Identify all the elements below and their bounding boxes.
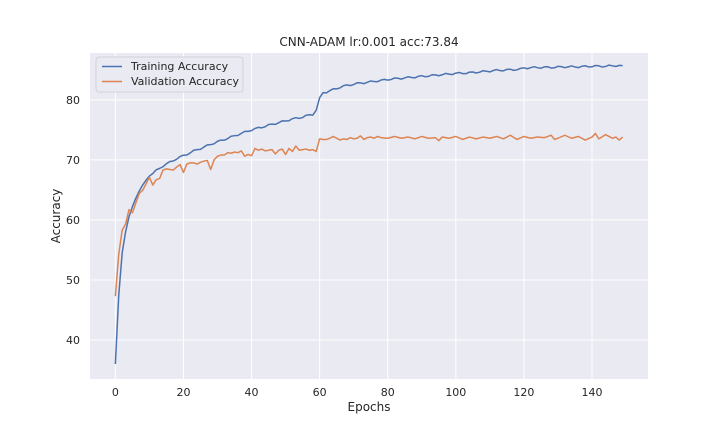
y-tick-label: 40 xyxy=(66,334,80,347)
x-tick-label: 140 xyxy=(581,386,602,399)
y-tick-label: 50 xyxy=(66,274,80,287)
series-line-training xyxy=(114,64,623,365)
y-axis-label: Accuracy xyxy=(49,189,63,244)
plot-area xyxy=(90,53,648,379)
x-tick-label: 40 xyxy=(245,386,259,399)
x-tick-label: 100 xyxy=(445,386,466,399)
x-axis-label: Epochs xyxy=(348,400,391,414)
legend-label-training: Training Accuracy xyxy=(130,60,229,73)
y-axis-ticks: 40 50 60 70 80 xyxy=(66,94,80,347)
x-tick-label: 20 xyxy=(176,386,190,399)
y-tick-label: 60 xyxy=(66,214,80,227)
x-tick-label: 120 xyxy=(513,386,534,399)
x-tick-label: 0 xyxy=(112,386,119,399)
y-tick-label: 80 xyxy=(66,94,80,107)
x-tick-label: 60 xyxy=(313,386,327,399)
x-axis-ticks: 0 20 40 60 80 100 120 140 xyxy=(112,386,603,399)
x-tick-label: 80 xyxy=(381,386,395,399)
legend: Training Accuracy Validation Accuracy xyxy=(95,56,244,93)
legend-box xyxy=(95,56,244,93)
series-line-validation xyxy=(114,132,624,297)
chart-title: CNN-ADAM lr:0.001 acc:73.84 xyxy=(279,35,458,49)
y-tick-label: 70 xyxy=(66,154,80,167)
legend-label-validation: Validation Accuracy xyxy=(131,75,240,88)
series-lines xyxy=(114,64,624,365)
grid-lines xyxy=(90,53,648,379)
